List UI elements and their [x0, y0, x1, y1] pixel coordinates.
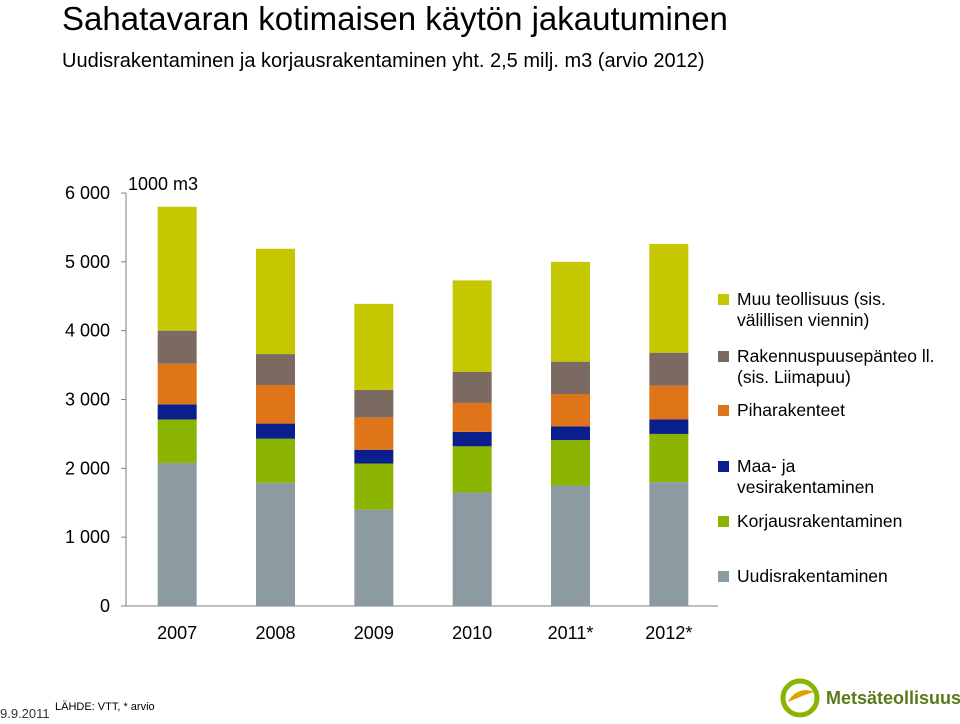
bar-segment-rakennuspuusep-nteollisuus-sis-liimapuu	[256, 354, 295, 386]
bar-segment-maa-ja-vesirakentaminen	[649, 419, 689, 434]
bar-segment-maa-ja-vesirakentaminen	[256, 423, 295, 439]
legend-swatch	[718, 571, 729, 582]
y-tick-label: 2 000	[65, 458, 110, 478]
bar-segment-korjausrakentaminen	[256, 438, 295, 483]
legend-item-rakennuspuusepanteollisuus: Rakennuspuusepänteo ll. (sis. Liimapuu)	[718, 346, 952, 388]
bar-segment-uudisrakentaminen	[551, 485, 590, 606]
chart-subtitle: Uudisrakentaminen ja korjausrakentaminen…	[62, 50, 705, 72]
bar-segment-muu-teollisuus-sis-v-lillisen-viennin	[649, 243, 689, 353]
legend-swatch	[718, 351, 729, 362]
bar-segment-korjausrakentaminen	[452, 446, 492, 493]
bar-segment-piharakenteet	[649, 385, 689, 420]
bar-segment-maa-ja-vesirakentaminen	[452, 431, 492, 447]
bar-segment-korjausrakentaminen	[354, 463, 394, 510]
x-tick-label: 2010	[452, 623, 492, 643]
y-tick-label: 1 000	[65, 527, 110, 547]
stacked-bar-chart: 0 1 000 2 000 3 000 4 000 5 000 6 000 1000 m3 20…	[65, 174, 718, 643]
bar-segment-korjausrakentaminen	[649, 433, 689, 483]
x-tick-label: 2011*	[548, 623, 594, 643]
x-tick-label: 2009	[354, 623, 394, 643]
x-tick-label: 2007	[157, 623, 197, 643]
bar-segment-piharakenteet	[157, 363, 197, 405]
logo-mark-icon	[780, 678, 820, 718]
bar-segment-maa-ja-vesirakentaminen	[551, 426, 590, 441]
bar-segment-maa-ja-vesirakentaminen	[354, 449, 394, 464]
legend-item-uudisrakentaminen: Uudisrakentaminen	[718, 566, 952, 587]
bar-segment-rakennuspuusep-nteollisuus-sis-liimapuu	[649, 352, 689, 386]
y-tick-label: 5 000	[65, 252, 110, 272]
bar-segment-piharakenteet	[551, 393, 590, 427]
bar-segment-muu-teollisuus-sis-v-lillisen-viennin	[452, 280, 492, 372]
bar-segment-piharakenteet	[354, 417, 394, 450]
chart-title: Sahatavaran kotimaisen käytön jakautumin…	[62, 0, 728, 37]
bar-segment-rakennuspuusep-nteollisuus-sis-liimapuu	[551, 361, 590, 394]
bar-segment-uudisrakentaminen	[256, 482, 295, 606]
footer-date: 9.9.2011	[0, 706, 50, 721]
metsateollisuus-logo: Metsäteollisuus	[780, 678, 960, 718]
bar-segment-muu-teollisuus-sis-v-lillisen-viennin	[551, 261, 590, 362]
bar-segment-uudisrakentaminen	[354, 509, 394, 606]
legend-label: Piharakenteet	[737, 400, 845, 420]
bar-segment-rakennuspuusep-nteollisuus-sis-liimapuu	[354, 389, 394, 418]
x-tick-label: 2012*	[645, 623, 692, 643]
bar-segment-uudisrakentaminen	[452, 492, 492, 606]
legend-label: Rakennuspuusepänteo ll. (sis. Liimapuu)	[737, 346, 935, 387]
bar-segment-maa-ja-vesirakentaminen	[157, 404, 197, 420]
bar-segment-korjausrakentaminen	[157, 419, 197, 463]
y-tick-label: 0	[100, 596, 110, 616]
legend-swatch	[718, 516, 729, 527]
legend-item-muu-teollisuus: Muu teollisuus (sis. välillisen viennin)	[718, 289, 952, 331]
bar-segment-muu-teollisuus-sis-v-lillisen-viennin	[354, 303, 394, 390]
legend-label: Maa- ja vesirakentaminen	[737, 456, 875, 497]
y-unit-label: 1000 m3	[128, 174, 198, 194]
bar-segment-rakennuspuusep-nteollisuus-sis-liimapuu	[452, 371, 492, 403]
legend-label: Korjausrakentaminen	[737, 511, 903, 531]
legend-swatch	[718, 461, 729, 472]
logo-text: Metsäteollisuus	[826, 687, 960, 708]
legend-item-maa-ja-vesirakentaminen: Maa- ja vesirakentaminen	[718, 456, 907, 498]
y-tick-label: 3 000	[65, 390, 110, 410]
bar-segment-muu-teollisuus-sis-v-lillisen-viennin	[256, 248, 295, 355]
y-tick-label: 6 000	[65, 183, 110, 203]
legend-swatch	[718, 405, 729, 416]
source-note: LÄHDE: VTT, * arvio	[55, 701, 155, 713]
bar-segment-piharakenteet	[452, 402, 492, 432]
legend-label: Uudisrakentaminen	[737, 566, 888, 586]
bar-segment-piharakenteet	[256, 385, 295, 424]
bar-segment-uudisrakentaminen	[649, 482, 689, 606]
bar-segment-muu-teollisuus-sis-v-lillisen-viennin	[157, 206, 197, 331]
bar-segment-rakennuspuusep-nteollisuus-sis-liimapuu	[157, 330, 197, 364]
x-tick-label: 2008	[255, 623, 295, 643]
legend-label: Muu teollisuus (sis. välillisen viennin)	[737, 289, 886, 330]
bar-segment-korjausrakentaminen	[551, 440, 590, 486]
y-tick-label: 4 000	[65, 321, 110, 341]
legend-item-piharakenteet: Piharakenteet	[718, 400, 952, 421]
legend-item-korjausrakentaminen: Korjausrakentaminen	[718, 511, 952, 532]
bar-segment-uudisrakentaminen	[157, 462, 197, 606]
legend-swatch	[718, 294, 729, 305]
